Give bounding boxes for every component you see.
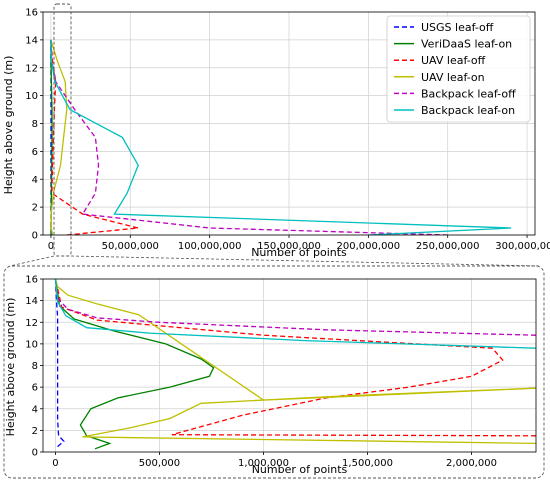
bottom-panel: 0 500,000 1,000,000 1,500,000 2,000,000 0 2 4 6 8… — [4, 275, 537, 476]
zoom-panel-frame — [3, 265, 545, 479]
legend: USGS leaf-off VeriDaaS leaf-on UAV leaf-of… — [386, 15, 531, 123]
series-line-backpack-leaf-off — [54, 279, 536, 336]
y-tick-label: 12 — [25, 63, 38, 74]
series-line-backpack-leaf-on — [54, 279, 536, 349]
y-axis-label: Height above ground (m) — [4, 298, 17, 437]
series-line-usgs-leaf-off — [54, 279, 65, 448]
x-tick-label: 500,000 — [139, 458, 180, 469]
y-tick-label: 16 — [25, 275, 38, 286]
top-panel: 0 50,000,000 100,000,000 150,000,000 200,000… — [2, 8, 550, 260]
x-tick-label: 300,000,000 — [495, 241, 550, 252]
y-tick-label: 4 — [32, 175, 38, 186]
y-tick-label: 0 — [32, 231, 38, 242]
zoom-connector-left — [9, 255, 55, 267]
legend-box — [386, 15, 531, 123]
x-tick-label: 100,000,000 — [178, 241, 242, 252]
y-tick-label: 14 — [25, 35, 38, 46]
x-tick-label: 2,000,000 — [446, 458, 497, 469]
series-line-uav-leaf-on — [50, 39, 68, 235]
legend-label: UAV leaf-on — [421, 71, 485, 84]
series-group — [50, 39, 512, 235]
series-line-uav-leaf-off — [50, 39, 139, 235]
series-line-backpack-leaf-off — [50, 39, 448, 235]
y-axis-label: Height above ground (m) — [2, 56, 15, 195]
series-line-uav-leaf-on — [54, 279, 536, 445]
series-line-uav-leaf-off — [54, 279, 536, 437]
zoom-connector-right — [70, 255, 541, 267]
x-axis-label: Number of points — [252, 463, 348, 476]
x-tick-label: 0 — [48, 241, 54, 252]
y-tick-label: 2 — [32, 203, 38, 214]
y-tick-label: 6 — [32, 383, 38, 394]
x-tick-label: 0 — [52, 458, 58, 469]
legend-label: Backpack leaf-on — [421, 104, 515, 117]
y-tick-label: 12 — [25, 318, 38, 329]
legend-label: UAV leaf-off — [421, 54, 486, 67]
x-tick-label: 1,000,000 — [238, 458, 289, 469]
y-tick-label: 2 — [32, 426, 38, 437]
zoom-region-box — [53, 3, 72, 257]
y-tick-label: 8 — [32, 361, 38, 372]
x-tick-label: 1,500,000 — [342, 458, 393, 469]
x-axis-label: Number of points — [251, 246, 347, 259]
y-tick-label: 6 — [32, 147, 38, 158]
series-line-backpack-leaf-on — [50, 39, 512, 235]
legend-label: Backpack leaf-off — [421, 87, 516, 100]
y-tick-label: 14 — [25, 296, 38, 307]
y-tick-label: 10 — [25, 91, 38, 102]
y-tick-label: 10 — [25, 339, 38, 350]
y-tick-label: 16 — [25, 8, 38, 19]
y-tick-label: 0 — [32, 448, 38, 459]
x-tick-label: 150,000,000 — [257, 241, 321, 252]
x-tick-label: 50,000,000 — [102, 241, 159, 252]
series-group — [54, 279, 536, 450]
legend-label: USGS leaf-off — [421, 21, 494, 34]
y-tick-label: 8 — [32, 119, 38, 130]
legend-label: VeriDaaS leaf-on — [421, 38, 512, 51]
x-tick-label: 250,000,000 — [416, 241, 480, 252]
x-tick-label: 200,000,000 — [337, 241, 401, 252]
series-line-veridaas-leaf-on — [54, 279, 215, 450]
y-tick-label: 4 — [32, 404, 38, 415]
